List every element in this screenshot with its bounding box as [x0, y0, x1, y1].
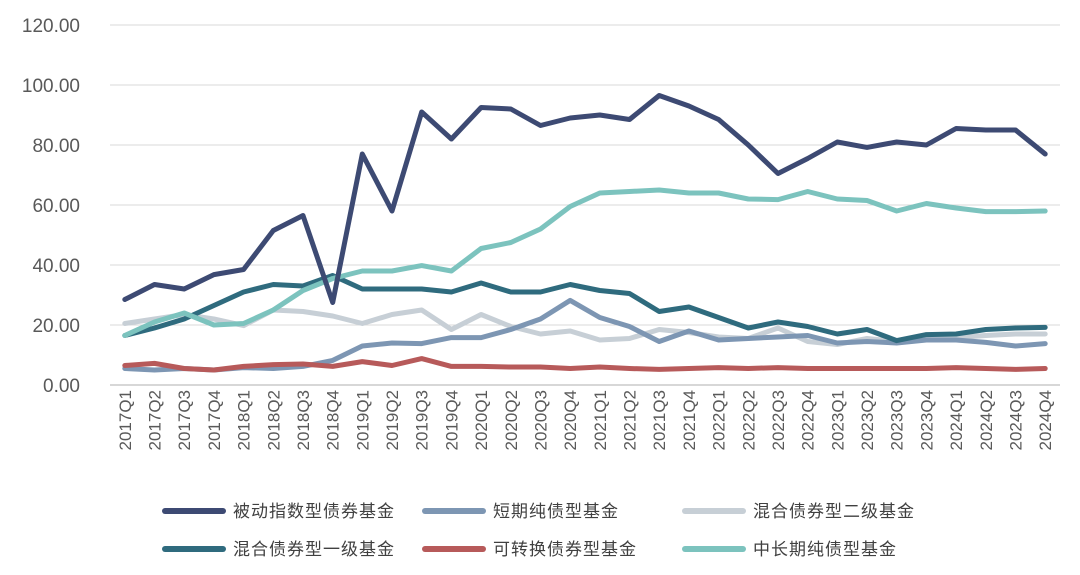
x-tick-label: 2018Q1 — [235, 390, 254, 451]
x-axis-tick-labels: 2017Q1 2017Q2 2017Q3 2017Q4 2018Q1 2018Q2 2018… — [116, 390, 1055, 451]
x-tick-label: 2017Q4 — [205, 390, 224, 451]
x-tick-label: 2021Q1 — [591, 390, 610, 451]
series-lines — [122, 93, 1048, 373]
legend-item-0: 被动指数型债券基金 — [162, 502, 395, 522]
legend-item-1: 短期纯债型基金 — [422, 502, 619, 522]
x-tick-label: 2022Q3 — [769, 390, 788, 451]
x-tick-label: 2018Q2 — [264, 390, 283, 451]
series-line-1 — [122, 297, 1048, 373]
x-tick-label: 2018Q4 — [324, 390, 343, 451]
x-tick-label: 2023Q2 — [858, 390, 877, 451]
legend-label: 中长期纯债型基金 — [753, 540, 897, 560]
x-tick-label: 2024Q1 — [947, 390, 966, 451]
x-tick-label: 2020Q1 — [472, 390, 491, 451]
x-tick-label: 2020Q3 — [531, 390, 550, 451]
y-tick-label: 120.00 — [22, 16, 80, 37]
x-tick-label: 2022Q1 — [710, 390, 729, 451]
x-tick-label: 2021Q3 — [650, 390, 669, 451]
y-tick-label: 60.00 — [32, 196, 80, 217]
legend-item-2: 混合债券型二级基金 — [682, 502, 915, 522]
legend-label: 短期纯债型基金 — [493, 502, 619, 522]
x-tick-label: 2022Q4 — [799, 390, 818, 451]
x-tick-label: 2019Q4 — [442, 390, 461, 451]
y-tick-label: 0.00 — [43, 376, 80, 397]
x-tick-label: 2018Q3 — [294, 390, 313, 451]
x-tick-label: 2024Q2 — [977, 390, 996, 451]
x-tick-label: 2024Q3 — [1006, 390, 1025, 451]
legend-label: 可转换债券型基金 — [493, 540, 637, 560]
y-tick-label: 40.00 — [32, 256, 80, 277]
series-line-0 — [122, 93, 1048, 305]
series-line-3 — [122, 273, 1048, 344]
x-tick-label: 2020Q4 — [561, 390, 580, 451]
x-tick-label: 2021Q4 — [680, 390, 699, 451]
x-tick-label: 2023Q4 — [917, 390, 936, 451]
legend-item-3: 混合债券型一级基金 — [162, 540, 395, 560]
x-tick-label: 2020Q2 — [502, 390, 521, 451]
x-tick-label: 2017Q1 — [116, 390, 135, 451]
x-tick-label: 2017Q3 — [175, 390, 194, 451]
y-tick-label: 80.00 — [32, 136, 80, 157]
y-axis-tick-labels: 0.00 20.00 40.00 60.00 80.00 100.00 120.00 — [22, 16, 80, 397]
x-tick-label: 2019Q1 — [353, 390, 372, 451]
legend-item-4: 可转换债券型基金 — [422, 540, 637, 560]
legend-item-5: 中长期纯债型基金 — [682, 540, 897, 560]
x-tick-label: 2023Q3 — [888, 390, 907, 451]
x-tick-label: 2023Q1 — [828, 390, 847, 451]
x-tick-label: 2019Q2 — [383, 390, 402, 451]
x-tick-label: 2021Q2 — [621, 390, 640, 451]
x-tick-label: 2017Q2 — [146, 390, 165, 451]
legend-label: 混合债券型二级基金 — [753, 502, 915, 522]
grid-lines — [110, 24, 1060, 326]
legend-label: 被动指数型债券基金 — [233, 502, 395, 522]
series-line-4 — [122, 356, 1048, 373]
x-tick-label: 2019Q3 — [413, 390, 432, 451]
x-tick-label: 2024Q4 — [1036, 390, 1055, 451]
y-tick-label: 20.00 — [32, 316, 80, 337]
legend-label: 混合债券型一级基金 — [233, 540, 395, 560]
x-tick-label: 2022Q2 — [739, 390, 758, 451]
y-tick-label: 100.00 — [22, 76, 80, 97]
series-line-5 — [122, 187, 1048, 338]
